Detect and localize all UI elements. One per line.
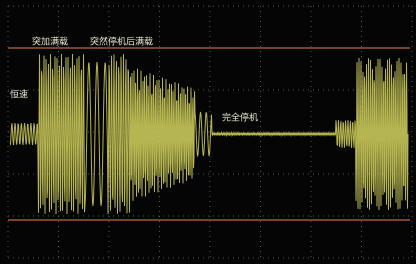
oscilloscope-screen: 突加满载 突然停机后满载 恒速 完全停机	[0, 0, 416, 264]
label-sudden-full-load: 突加满载	[32, 36, 68, 48]
label-full-stop: 完全停机	[222, 112, 258, 124]
label-full-load-after-stop: 突然停机后满载	[90, 36, 153, 48]
label-constant-speed: 恒速	[10, 89, 28, 101]
